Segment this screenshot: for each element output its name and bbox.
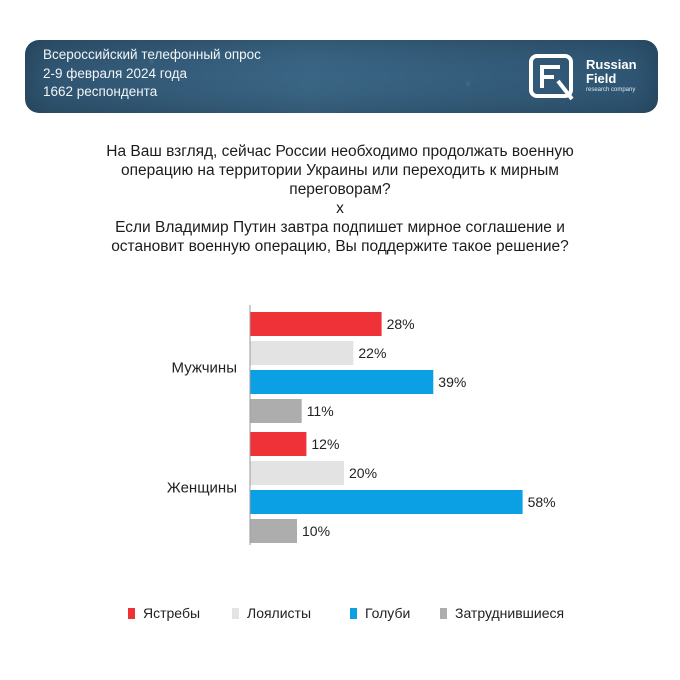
bar [250, 399, 302, 423]
bar-chart: Мужчины 28%22% 39% 11% Женщины 12% 20% 58% 10% [167, 305, 556, 545]
legend-item: Затруднившиеся [440, 605, 564, 621]
question-line: операцию на территории Украины или перех… [121, 162, 559, 179]
bar-value-label: 10% [302, 523, 330, 539]
legend-label: Лоялисты [247, 605, 312, 621]
logo-name: Russian Field [586, 58, 637, 86]
chart-legend: Ястребы Лоялисты Голуби Затруднившиеся [0, 605, 680, 627]
bar-value-label: 28% [387, 316, 415, 332]
survey-dates: 2-9 февраля 2024 года [43, 65, 188, 81]
bar [250, 461, 344, 485]
bar-value-label: 22% [358, 345, 386, 361]
bar-value-label: 11% [307, 403, 334, 419]
bar-value-label: 39% [438, 374, 466, 390]
category-label: Мужчины [172, 360, 237, 377]
logo-mark-icon [529, 54, 574, 101]
survey-question: На Ваш взгляд, сейчас России необходимо … [60, 142, 620, 256]
question-line: Если Владимир Путин завтра подпишет мирн… [115, 219, 565, 236]
survey-type: Всероссийский телефонный опрос [43, 47, 261, 62]
category-label: Женщины [167, 480, 237, 497]
legend-label: Ястребы [143, 605, 201, 621]
legend-swatch [440, 607, 447, 619]
legend-swatch [350, 607, 357, 619]
bar [250, 370, 434, 394]
legend-item: Лоялисты [232, 605, 311, 621]
legend-label: Затруднившиеся [455, 605, 565, 621]
legend-item: Голуби [350, 605, 410, 621]
survey-header-banner: Всероссийский телефонный опрос 2-9 февра… [25, 40, 658, 113]
question-line: остановит военную операцию, Вы поддержит… [111, 238, 569, 255]
survey-info: Всероссийский телефонный опрос 2-9 февра… [43, 46, 261, 102]
bar-value-label: 12% [311, 436, 339, 452]
question-separator: x [336, 200, 344, 217]
bar [250, 312, 382, 336]
legend-item: Ястребы [128, 605, 200, 621]
question-line: переговорам? [289, 181, 391, 198]
legend-swatch [128, 607, 135, 619]
logo-name-line2: Field [586, 71, 617, 86]
russian-field-logo: Russian Field research company [528, 53, 658, 101]
bar-value-label: 58% [528, 494, 556, 510]
logo-tagline: research company [586, 87, 636, 93]
bar [250, 432, 307, 456]
logo-name-line1: Russian [586, 57, 637, 72]
bar [250, 490, 523, 514]
legend-label: Голуби [365, 605, 411, 621]
legend-swatch [232, 607, 239, 619]
bar [250, 519, 297, 543]
question-line: На Ваш взгляд, сейчас России необходимо … [106, 143, 574, 160]
bar-value-label: 20% [349, 465, 377, 481]
bar [250, 341, 354, 365]
survey-respondents: 1662 респондента [43, 84, 158, 99]
